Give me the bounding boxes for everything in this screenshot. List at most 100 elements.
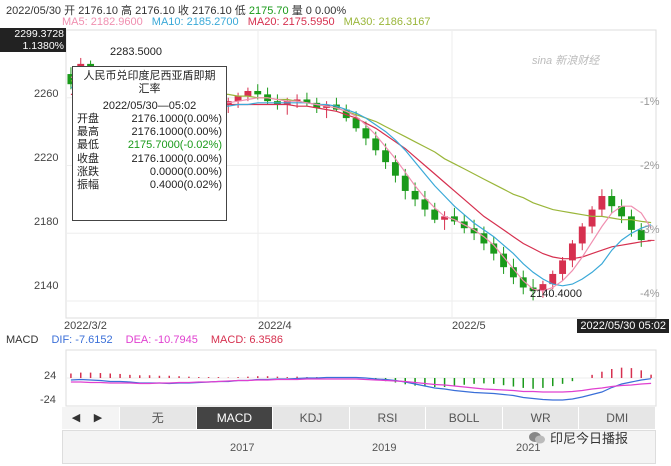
wechat-watermark: 印尼今日播报 [528,428,628,447]
candle-body [647,239,655,241]
candle-body [391,162,399,176]
ma5-label: MA5: 2182.9600 [62,16,143,28]
tab-none[interactable]: 无 [120,407,197,429]
tooltip-row-value: 2176.1000(0.00%) [131,113,222,125]
high-annotation: 2283.5000 [110,46,162,58]
tab-wr[interactable]: WR [502,407,580,429]
tab-spacer [62,407,120,429]
tooltip-date: 2022/05/30—05:02 [102,100,197,112]
header-low-label: 低 [234,5,246,17]
candle-body [450,216,458,222]
tab-rsi[interactable]: RSI [349,407,427,429]
candle-body [362,128,370,139]
candle-body [578,226,586,244]
tooltip-row-value: 0.0000(0.00%) [149,165,222,178]
ma20-label: MA20: 2175.5950 [247,16,335,28]
tooltip-row-value: 2175.7000(-0.02%) [127,139,222,152]
y-axis-label: 2260 [34,88,59,100]
nav-right-icon[interactable]: ▶ [93,412,103,424]
candle-body [234,96,242,102]
candle-body [431,209,439,220]
tooltip-title-cont: 汇率 [138,83,161,95]
macd-value: MACD: 6.3586 [210,334,284,346]
candle-body [352,118,360,129]
candle-body [313,102,321,108]
candle-body [509,267,517,278]
candle-body [637,229,645,241]
tab-boll[interactable]: BOLL [426,407,503,429]
y-axis-label: 2180 [34,216,59,228]
candle-body [549,273,557,285]
macd-legend: MACD DIF: -7.6152 DEA: -10.7945 MACD: 6.… [6,334,293,348]
tooltip-row-label: 开盘 [77,113,99,125]
candle-body [303,99,311,103]
tooltip-row-label: 涨跌 [77,165,99,178]
x-axis-label: 2022/3/2 [64,320,107,332]
dif-line [70,376,652,401]
candle-body [470,228,478,234]
mini-year-label: 2021 [516,442,541,454]
header-date: 2022/05/30 [6,5,62,17]
tooltip-title: 人民币兑印度尼西亚盾即期 [83,70,216,82]
tab-macd[interactable]: MACD [196,407,274,429]
low-annotation: 2140.4000 [530,288,582,300]
x-axis-label: 2022/5 [452,320,486,332]
range-overview[interactable] [62,430,656,464]
header-close-label: 收 [177,5,189,17]
ma-legend: MA5: 2182.9600 MA10: 2185.2700 MA20: 217… [62,16,437,30]
pct-axis-label: -1% [640,96,660,108]
tab-kdj[interactable]: KDJ [273,407,350,429]
candle-body [480,233,488,244]
current-price-pct: 1.1380% [22,40,64,52]
tooltip-row: 涨跌 0.0000(0.00%) [77,166,222,179]
tab-dmi[interactable]: DMI [579,407,657,429]
candle-body [411,190,419,200]
candle-body [342,109,350,119]
candle-body [539,284,547,291]
tooltip-row-label: 收盘 [77,152,99,165]
current-price: 2299.3728 [14,28,64,40]
tooltip-row: 开盘 2176.1000(0.00%) [77,113,222,126]
candle-body [67,74,75,85]
header-change: 0.00% [314,5,347,17]
sina-watermark: sina 新浪财经 [532,55,600,67]
tooltip-row-value: 2176.1000(0.00%) [131,126,222,139]
wechat-icon [529,431,545,443]
candle-body [618,206,626,217]
tooltip-row: 最低 2175.7000(-0.02%) [77,139,222,152]
header-high-label: 高 [121,5,133,17]
candle-body [254,90,262,95]
header-volume: 0 [305,5,312,17]
tooltip-row: 振幅 0.4000(0.02%) [77,179,222,192]
macd-dif: DIF: -7.6152 [51,334,113,346]
wechat-account: 印尼今日播报 [550,431,629,446]
x-axis-label: 2022/4 [258,320,292,332]
tooltip-row-value: 2176.1000(0.00%) [131,152,222,165]
mini-year-label: 2017 [230,442,255,454]
header-volume-label: 量 [291,5,303,17]
candle-body [382,150,390,163]
header-open-label: 开 [64,5,76,17]
pct-axis-label: -3% [640,224,660,236]
tooltip-row-label: 振幅 [77,179,99,192]
tooltip-row: 收盘 2176.1000(0.00%) [77,153,222,166]
current-price-box: 2299.3728 1.1380% [0,28,66,52]
candle-body [421,199,429,210]
y-axis-label: 2140 [34,280,59,292]
indicator-tabs: 无 MACD KDJ RSI BOLL WR DMI [62,407,657,429]
candle-body [519,277,527,288]
tooltip-row-value: 0.4000(0.02%) [149,179,222,192]
tooltip-row-label: 最低 [77,139,99,152]
header-low: 2175.70 [248,5,289,17]
y-axis-label: 2220 [34,152,59,164]
candle-body [568,243,576,261]
candle-body [559,260,567,274]
ohlc-header: 2022/05/30 开 2176.10 高 2176.10 收 2176.10… [6,2,347,17]
candle-body [588,209,596,227]
macd-y-bottom: -24 [40,394,56,406]
candle-body [293,99,301,102]
ohlc-tooltip: 人民币兑印度尼西亚盾即期 汇率 2022/05/30—05:02 开盘 2176.… [72,66,227,221]
candle-body [598,196,606,210]
chart-frame [65,29,657,319]
nav-left-icon[interactable]: ◀ [71,412,81,424]
